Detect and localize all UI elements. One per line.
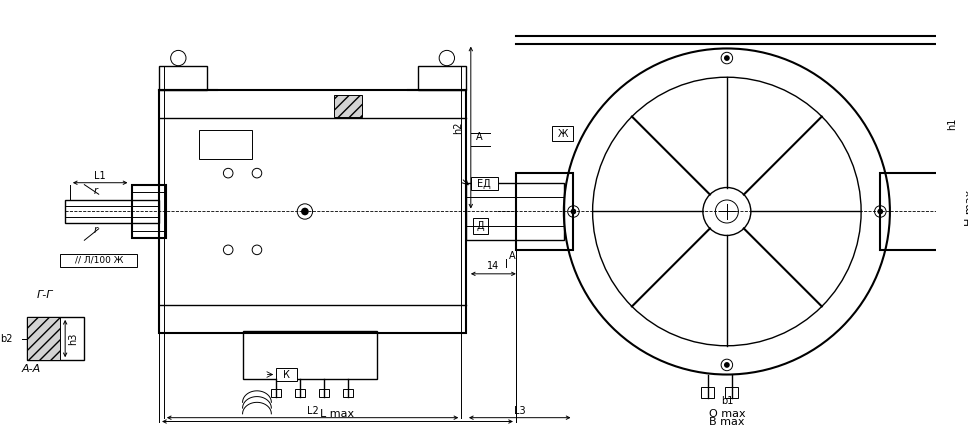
Text: B max: B max (710, 417, 744, 427)
Text: h2: h2 (454, 121, 464, 134)
Bar (516, 173, 573, 250)
Bar (553, 126, 573, 141)
Text: Д: Д (476, 221, 484, 231)
Bar (472, 218, 488, 234)
Bar (725, 387, 739, 398)
Bar (276, 368, 297, 381)
Bar (344, 389, 353, 396)
Text: // Л/100 Ж: // Л/100 Ж (75, 256, 123, 265)
Text: Ж: Ж (558, 129, 568, 139)
Bar (133, 185, 166, 238)
Text: b1: b1 (721, 396, 733, 406)
Circle shape (877, 209, 883, 215)
Text: r: r (94, 186, 98, 196)
Bar (466, 183, 563, 240)
Bar (159, 66, 207, 90)
Text: A-A: A-A (22, 363, 42, 374)
Text: К: К (284, 370, 290, 380)
Bar (271, 389, 281, 396)
Circle shape (724, 55, 730, 61)
Bar (199, 130, 252, 159)
Text: h3: h3 (68, 332, 78, 345)
Text: b2: b2 (0, 334, 13, 343)
Text: L1: L1 (94, 171, 106, 181)
Bar (418, 66, 466, 90)
Bar (880, 173, 938, 250)
Text: H max: H max (965, 190, 968, 226)
Text: Г-Г: Г-Г (37, 290, 53, 300)
Text: h1: h1 (948, 118, 957, 130)
Text: ЕД: ЕД (477, 179, 491, 189)
Bar (334, 95, 362, 116)
Bar (701, 387, 714, 398)
Text: L2: L2 (307, 406, 318, 416)
Bar (27, 317, 84, 360)
Bar (159, 90, 466, 333)
Text: A: A (509, 252, 516, 261)
Bar (65, 200, 159, 223)
Circle shape (570, 209, 576, 215)
Text: A: A (475, 132, 482, 141)
Text: L3: L3 (514, 406, 526, 416)
Bar (27, 317, 60, 360)
Bar (295, 389, 305, 396)
Circle shape (301, 208, 309, 215)
Bar (60, 254, 137, 267)
Bar (243, 331, 377, 379)
Text: L max: L max (320, 409, 354, 419)
Circle shape (724, 362, 730, 368)
Text: O max: O max (709, 409, 745, 419)
Bar (470, 177, 498, 190)
Text: r: r (94, 225, 98, 235)
Text: 14: 14 (487, 261, 499, 271)
Bar (319, 389, 329, 396)
